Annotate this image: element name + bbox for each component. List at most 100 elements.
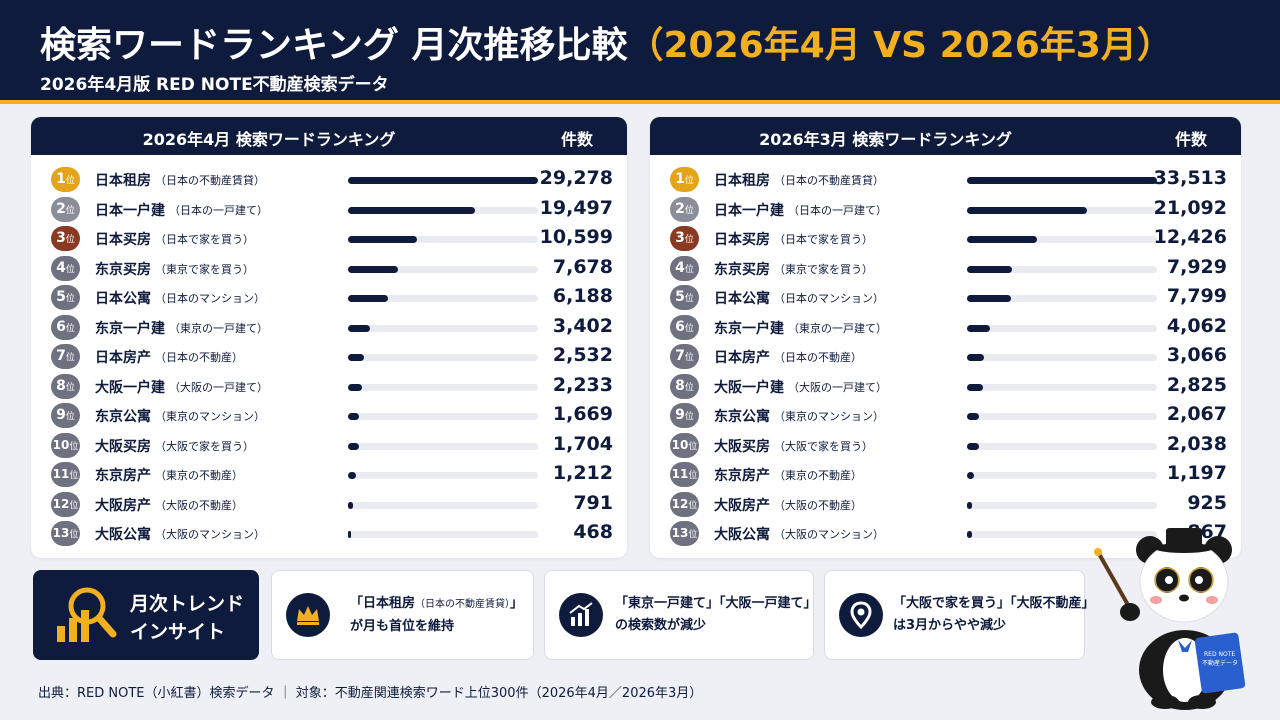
- search-term: 东京房产: [714, 468, 770, 484]
- bar-track: [348, 531, 538, 538]
- search-count: 1,197: [1166, 462, 1227, 484]
- bar-track: [348, 177, 538, 184]
- insight-card-osaka: 「大阪で家を買う」「大阪不動産」 は3月からやや減少: [824, 570, 1095, 660]
- bar-mark: [967, 442, 979, 450]
- search-term: 大阪公寓: [714, 527, 770, 543]
- bar-mark: [348, 531, 352, 538]
- bar-mark: [348, 206, 475, 214]
- ranking-row: 10位 大阪买房 （大阪で家を買う） 1,704: [31, 431, 627, 461]
- search-term-note: （東京の一戸建て）: [169, 321, 268, 335]
- search-term-note: （日本で家を買う）: [155, 233, 254, 246]
- bar-track: [348, 442, 538, 450]
- search-term-note: （日本の不動産賃貸）: [774, 174, 884, 187]
- search-count: 19,497: [539, 196, 613, 219]
- rank-badge: 6位: [670, 314, 699, 340]
- bar-track: [967, 295, 1157, 302]
- search-count: 1,704: [552, 432, 613, 455]
- ranking-row: 1位 日本租房 （日本の不動産賃貸） 33,513: [650, 165, 1241, 195]
- rank-badge: 9位: [670, 403, 699, 428]
- search-term-note: （大阪で家を買う）: [155, 439, 254, 453]
- search-count: 7,929: [1166, 255, 1227, 278]
- bar-track: [967, 177, 1157, 184]
- panel-header: 2026年3月 検索ワードランキング 件数: [650, 117, 1241, 155]
- bar-mark: [967, 206, 1087, 214]
- bar-mark: [967, 472, 974, 479]
- bar-mark: [967, 295, 1012, 302]
- bar-track: [348, 265, 538, 273]
- ranking-row: 12位 大阪房产 （大阪の不動産） 791: [31, 490, 627, 520]
- ranking-row: 5位 日本公寓 （日本のマンション） 6,188: [31, 283, 627, 313]
- rank-badge: 8位: [670, 373, 699, 399]
- rank-badge: 5位: [670, 285, 699, 310]
- ranking-rows: 1位 日本租房 （日本の不動産賃貸） 33,513 2位 日本一户建 （日本の一戸建て） 21…: [650, 165, 1241, 549]
- bar-track: [967, 236, 1157, 243]
- ranking-panel-april: 2026年4月 検索ワードランキング 件数 1位 日本租房 （日本の不動産賃貸） 29…: [31, 117, 627, 558]
- bar-mark: [348, 236, 417, 243]
- search-term-note: （日本の不動産）: [774, 351, 862, 364]
- search-term: 东京买房: [95, 261, 151, 278]
- ranking-row: 2位 日本一户建 （日本の一戸建て） 21,092: [650, 195, 1241, 225]
- search-count: 2,038: [1166, 432, 1227, 455]
- bar-mark: [967, 501, 973, 509]
- bar-mark: [967, 236, 1038, 243]
- rank-badge: 3位: [670, 226, 699, 251]
- bar-mark: [348, 324, 371, 332]
- search-term-note: （大阪の一戸建て）: [169, 380, 268, 394]
- bar-track: [967, 354, 1157, 361]
- ranking-row: 10位 大阪买房 （大阪で家を買う） 2,038: [650, 431, 1241, 461]
- header-banner: 検索ワードランキング 月次推移比較（2026年4月 VS 2026年3月） 20…: [0, 0, 1280, 104]
- search-count: 2,532: [552, 344, 613, 366]
- search-term: 东京一户建: [95, 320, 165, 337]
- page-subtitle: 2026年4月版 RED NOTE不動産検索データ: [40, 75, 389, 95]
- search-term-note: （東京のマンション）: [774, 410, 884, 423]
- insight-title: 月次トレンド インサイト: [130, 593, 245, 643]
- rank-badge: 4位: [670, 255, 699, 281]
- rank-badge: 2位: [670, 196, 699, 222]
- search-term-note: （日本の一戸建て）: [788, 203, 887, 217]
- search-term: 日本买房: [95, 232, 151, 248]
- search-term: 大阪房产: [95, 497, 151, 514]
- bar-track: [348, 295, 538, 302]
- search-term: 日本一户建: [714, 202, 784, 219]
- rank-badge: 8位: [51, 373, 80, 399]
- search-term: 日本一户建: [95, 202, 165, 219]
- ranking-row: 3位 日本买房 （日本で家を買う） 12,426: [650, 224, 1241, 254]
- search-count: 1,212: [552, 462, 613, 484]
- search-count: 791: [573, 491, 613, 514]
- bar-mark: [967, 177, 1157, 184]
- bar-track: [967, 442, 1157, 450]
- search-term: 东京一户建: [714, 320, 784, 337]
- book-label-sub: 不動産データ: [1202, 659, 1238, 667]
- ranking-row: 12位 大阪房产 （大阪の不動産） 925: [650, 490, 1241, 520]
- panda-mascot-icon: RED NOTE 不動産データ: [1094, 528, 1246, 710]
- search-term: 大阪买房: [714, 438, 770, 455]
- bar-mark: [967, 531, 972, 538]
- search-term: 日本公寓: [95, 291, 151, 307]
- rank-badge: 11位: [670, 462, 699, 487]
- ranking-row: 7位 日本房产 （日本の不動産） 2,532: [31, 342, 627, 372]
- search-term: 大阪公寓: [95, 527, 151, 543]
- bar-track: [348, 206, 538, 214]
- search-term-note: （日本のマンション）: [155, 292, 265, 305]
- ranking-row: 9位 东京公寓 （東京のマンション） 1,669: [31, 401, 627, 431]
- bar-mark: [348, 383, 363, 391]
- ranking-row: 2位 日本一户建 （日本の一戸建て） 19,497: [31, 195, 627, 225]
- search-count: 3,066: [1166, 344, 1227, 366]
- bar-mark: [348, 501, 354, 509]
- search-term-note: （大阪の不動産）: [155, 498, 243, 512]
- rank-badge: 13位: [670, 521, 699, 546]
- search-count: 6,188: [552, 285, 613, 307]
- rank-badge: 9位: [51, 403, 80, 428]
- rank-badge: 1位: [670, 167, 699, 192]
- bar-track: [967, 206, 1157, 214]
- ranking-row: 9位 东京公寓 （東京のマンション） 2,067: [650, 401, 1241, 431]
- search-term-note: （日本の不動産）: [155, 351, 243, 364]
- ranking-row: 6位 东京一户建 （東京の一戸建て） 3,402: [31, 313, 627, 343]
- rank-badge: 4位: [51, 255, 80, 281]
- bar-track: [348, 324, 538, 332]
- search-term-note: （日本の不動産賃貸）: [155, 174, 265, 187]
- insight-title-card: 月次トレンド インサイト: [33, 570, 259, 660]
- rank-badge: 7位: [51, 344, 80, 369]
- bar-track: [348, 236, 538, 243]
- search-term: 东京房产: [95, 468, 151, 484]
